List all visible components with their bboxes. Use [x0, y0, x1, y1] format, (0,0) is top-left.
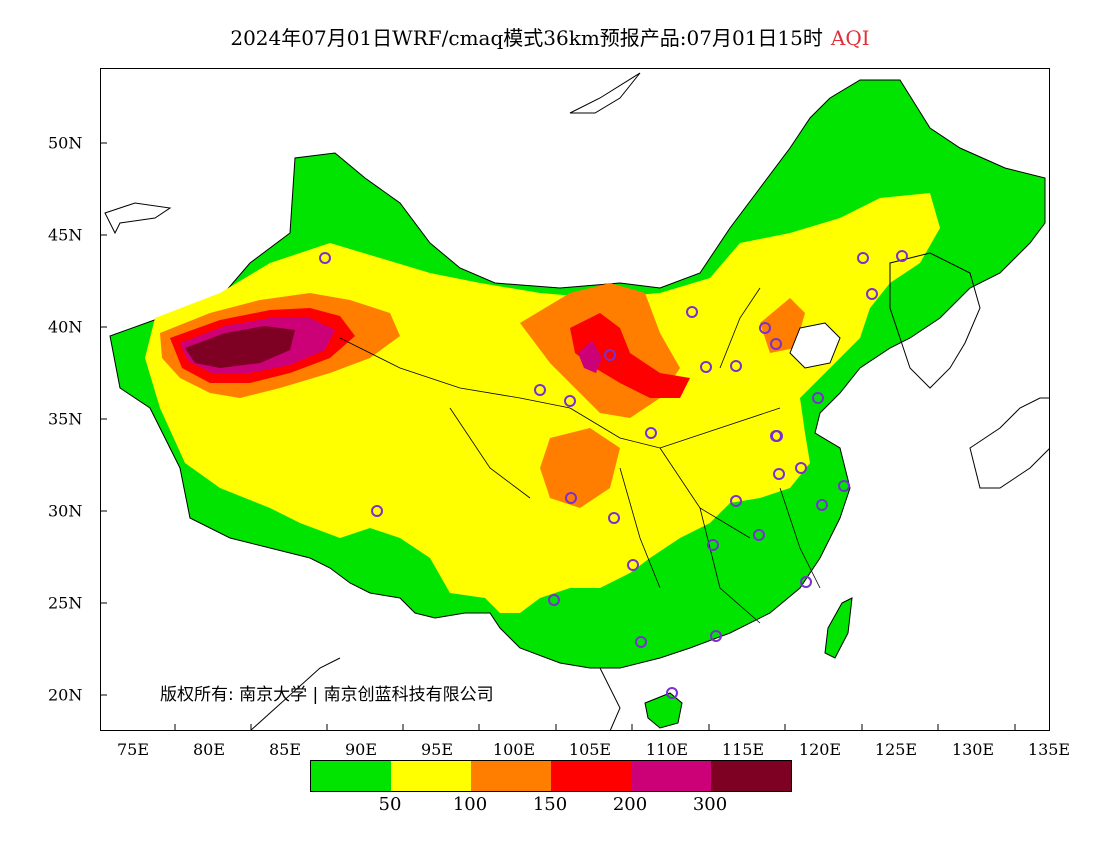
hainan-island	[644, 692, 683, 729]
lat-label-45n: 45N	[48, 225, 83, 245]
legend-swatch-hazardous	[711, 761, 791, 791]
legend-swatch-unhealthy	[551, 761, 631, 791]
lon-label-75e: 75E	[116, 740, 150, 759]
south-coast	[249, 657, 621, 731]
lon-label-125e: 125E	[874, 740, 918, 759]
province-boundaries	[339, 287, 821, 624]
lon-label-115e: 115E	[721, 740, 765, 759]
copyright-text: 版权所有: 南京大学 | 南京创蓝科技有限公司	[160, 685, 494, 705]
station-marker	[730, 360, 742, 372]
station-marker	[635, 636, 647, 648]
northwest-coast	[104, 202, 172, 235]
legend-swatch-very-unhealthy	[631, 761, 711, 791]
korea-japan-coast	[889, 252, 1050, 489]
legend-swatch-moderate	[391, 761, 471, 791]
taiwan-island	[824, 597, 853, 659]
lat-label-25n: 25N	[48, 593, 83, 613]
station-marker	[800, 576, 812, 588]
station-marker	[753, 529, 765, 541]
aqi-unhealthy-region-north	[570, 313, 690, 398]
legend-label-150: 150	[532, 794, 568, 815]
lat-label-50n: 50N	[48, 133, 83, 153]
station-marker	[812, 392, 824, 404]
station-marker	[759, 322, 771, 334]
lon-label-120e: 120E	[798, 740, 842, 759]
station-marker	[795, 462, 807, 474]
lon-label-105e: 105E	[568, 740, 612, 759]
lon-label-135e: 135E	[1027, 740, 1071, 759]
lon-label-100e: 100E	[492, 740, 536, 759]
station-marker	[730, 495, 742, 507]
legend-swatch-usg	[471, 761, 551, 791]
lon-label-90e: 90E	[344, 740, 378, 759]
station-marker	[816, 499, 828, 511]
station-marker	[627, 559, 639, 571]
station-marker	[866, 288, 878, 300]
lat-label-30n: 30N	[48, 501, 83, 521]
lat-label-40n: 40N	[48, 317, 83, 337]
station-marker	[564, 395, 576, 407]
station-marker	[896, 250, 908, 262]
legend-label-50: 50	[378, 794, 402, 815]
bohai-coast	[789, 322, 841, 369]
title-text: 2024年07月01日WRF/cmaq模式36km预报产品:07月01日15时	[230, 26, 823, 50]
station-marker	[548, 594, 560, 606]
lon-label-80e: 80E	[192, 740, 226, 759]
legend-label-200: 200	[612, 794, 648, 815]
lon-label-130e: 130E	[951, 740, 995, 759]
station-marker	[565, 492, 577, 504]
station-marker	[773, 468, 785, 480]
aqi-legend	[310, 760, 792, 792]
lat-label-35n: 35N	[48, 409, 83, 429]
lon-label-95e: 95E	[420, 740, 454, 759]
lon-label-85e: 85E	[268, 740, 302, 759]
station-marker	[710, 630, 722, 642]
legend-label-300: 300	[692, 794, 728, 815]
legend-swatch-good	[311, 761, 391, 791]
aqi-usg-region-central	[540, 428, 620, 508]
station-marker	[686, 306, 698, 318]
station-marker	[371, 505, 383, 517]
aqi-very-unhealthy-region-north	[578, 340, 602, 373]
station-marker	[770, 338, 782, 350]
station-marker	[604, 349, 616, 361]
aqi-moderate-region	[145, 193, 940, 613]
legend-label-100: 100	[452, 794, 488, 815]
lon-label-110e: 110E	[645, 740, 689, 759]
north-coast	[569, 72, 641, 114]
station-marker	[838, 480, 850, 492]
station-marker	[534, 384, 546, 396]
station-marker	[771, 430, 783, 442]
map-title: 2024年07月01日WRF/cmaq模式36km预报产品:07月01日15时 A…	[0, 22, 1100, 51]
aqi-usg-region-northeast	[760, 298, 805, 353]
station-marker	[700, 361, 712, 373]
station-marker	[608, 512, 620, 524]
station-marker	[857, 252, 869, 264]
station-marker	[666, 687, 678, 699]
map-canvas	[100, 68, 1050, 731]
station-marker	[707, 539, 719, 551]
station-marker	[645, 427, 657, 439]
aqi-hazardous-region	[185, 326, 295, 368]
aqi-map	[100, 68, 1050, 731]
station-marker	[319, 252, 331, 264]
product-label: AQI	[830, 26, 870, 50]
lat-label-20n: 20N	[48, 685, 83, 705]
